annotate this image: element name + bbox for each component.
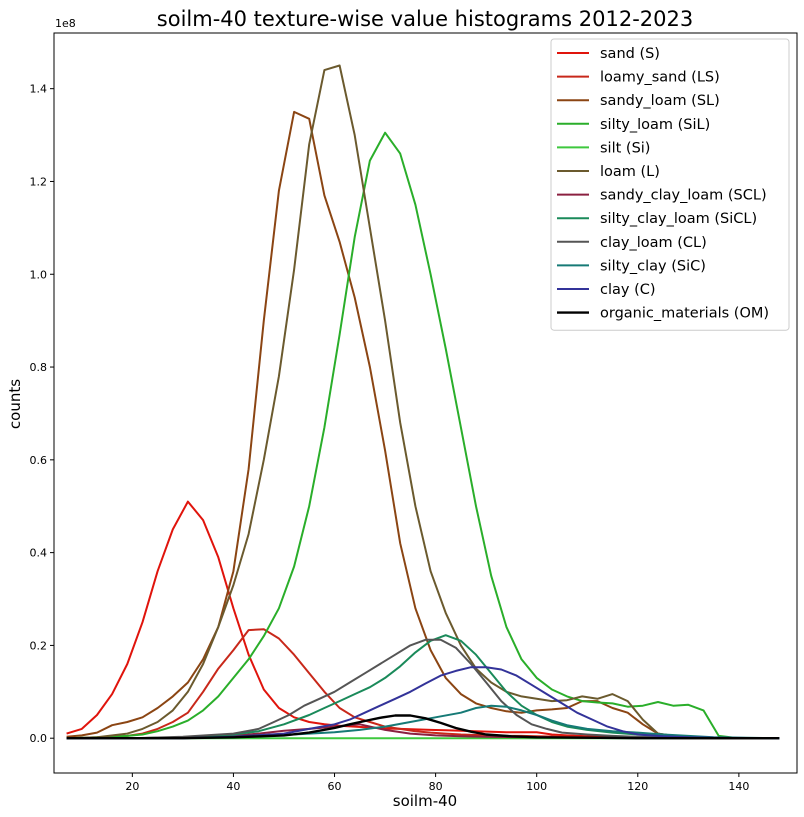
legend: sand (S) loamy_sand (LS) sandy_loam (SL) si… bbox=[550, 38, 790, 331]
series-line-7 bbox=[66, 634, 780, 740]
chart-title: soilm-40 texture-wise value histograms 2… bbox=[157, 7, 693, 31]
legend-entry: clay (C) bbox=[600, 282, 656, 298]
plot-lines bbox=[66, 64, 780, 740]
y-tick-label: 1.4 bbox=[30, 83, 48, 96]
series-line-10 bbox=[66, 666, 780, 740]
y-tick-label: 1.2 bbox=[30, 175, 48, 188]
series-line-2 bbox=[66, 110, 780, 740]
legend-entry: silty_loam (SiL) bbox=[600, 117, 710, 133]
legend-entry: loamy_sand (LS) bbox=[600, 70, 720, 86]
x-tick-label: 120 bbox=[627, 780, 648, 793]
legend-entry: silty_clay (SiC) bbox=[600, 258, 706, 274]
y-axis-label: counts bbox=[6, 379, 24, 429]
legend-entry: silty_clay_loam (SiCL) bbox=[600, 211, 757, 227]
y-tick-label: 0.8 bbox=[30, 361, 48, 374]
x-tick-label: 80 bbox=[429, 780, 443, 793]
legend-entry: loam (L) bbox=[600, 164, 660, 180]
y-axis: 0.0 0.2 0.4 0.6 0.8 1.0 1.2 1.4 bbox=[30, 83, 54, 745]
y-tick-label: 0.0 bbox=[30, 732, 48, 745]
x-tick-label: 20 bbox=[125, 780, 139, 793]
legend-entry: sandy_clay_loam (SCL) bbox=[600, 188, 767, 204]
y-tick-label: 0.4 bbox=[30, 547, 48, 560]
legend-box bbox=[550, 38, 790, 331]
legend-entry: organic_materials (OM) bbox=[600, 306, 769, 322]
y-offset-label: 1e8 bbox=[55, 17, 76, 30]
series-line-3 bbox=[66, 131, 780, 740]
legend-entry: silt (Si) bbox=[600, 140, 650, 156]
legend-entry: clay_loam (CL) bbox=[600, 235, 707, 251]
x-tick-label: 140 bbox=[728, 780, 749, 793]
series-line-11 bbox=[66, 714, 780, 740]
x-tick-label: 100 bbox=[526, 780, 547, 793]
x-tick-label: 60 bbox=[328, 780, 342, 793]
series-line-5 bbox=[66, 64, 780, 740]
x-axis-label: soilm-40 bbox=[393, 792, 457, 810]
x-tick-label: 40 bbox=[226, 780, 240, 793]
plot-frame bbox=[53, 32, 798, 774]
y-tick-label: 0.6 bbox=[30, 454, 48, 467]
y-tick-label: 1.0 bbox=[30, 268, 48, 281]
series-line-8 bbox=[66, 638, 780, 740]
legend-entry: sandy_loam (SL) bbox=[600, 93, 720, 109]
y-tick-label: 0.2 bbox=[30, 639, 48, 652]
x-axis: 20 40 60 80 100 120 140 bbox=[125, 773, 749, 793]
legend-entry: sand (S) bbox=[600, 46, 660, 62]
